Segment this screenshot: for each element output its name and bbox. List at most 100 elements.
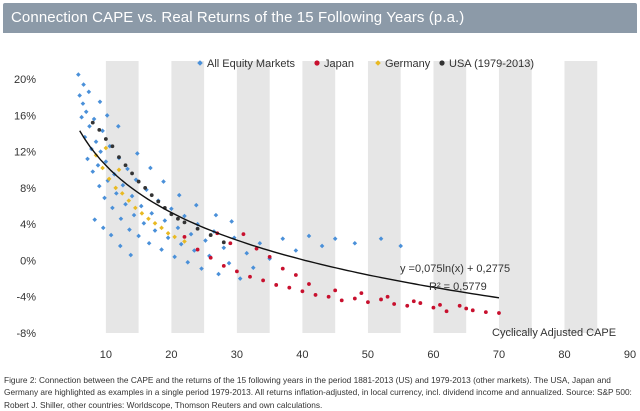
all-equity-markets-point — [231, 235, 237, 241]
legend-label: USA (1979-2013) — [449, 58, 534, 70]
all-equity-markets-point — [97, 183, 102, 189]
japan-point — [464, 306, 469, 311]
y-tick-label: -8% — [16, 328, 36, 340]
japan-point — [241, 232, 246, 237]
japan-point — [392, 302, 397, 306]
x-tick-label: 60 — [427, 349, 439, 361]
japan-point — [483, 310, 488, 315]
all-equity-markets-point — [136, 233, 141, 239]
x-tick-label: 80 — [558, 349, 570, 361]
title-bar: Connection CAPE vs. Real Returns of the … — [3, 3, 637, 33]
japan-point — [208, 255, 213, 260]
all-equity-markets-point — [193, 202, 199, 208]
germany-point — [126, 198, 132, 203]
all-equity-markets-point — [128, 252, 134, 258]
all-equity-markets-point — [90, 169, 96, 174]
all-equity-markets-point — [87, 123, 92, 129]
all-equity-markets-point — [185, 259, 191, 265]
all-equity-markets-point — [98, 149, 103, 154]
all-equity-markets-point — [161, 179, 166, 184]
usa-1979-2013-point — [117, 155, 121, 160]
all-equity-markets-point — [176, 192, 182, 198]
usa-1979-2013-point — [149, 193, 154, 198]
germany-point — [116, 167, 122, 173]
all-equity-markets-point — [129, 193, 135, 199]
japan-point — [326, 294, 331, 299]
all-equity-markets-point — [79, 114, 84, 120]
all-equity-markets-point — [110, 205, 115, 211]
japan-point — [457, 303, 462, 308]
germany-point — [119, 191, 125, 196]
all-equity-markets-point — [92, 217, 98, 222]
legend-marker — [197, 60, 203, 66]
all-equity-markets-point — [117, 243, 123, 249]
japan-point — [313, 293, 318, 297]
all-equity-markets-point — [192, 248, 197, 253]
japan-point — [497, 311, 501, 315]
y-tick-label: 16% — [14, 110, 36, 122]
y-tick-label: 12% — [14, 147, 36, 159]
all-equity-markets-point — [216, 271, 221, 277]
legend-marker — [439, 60, 445, 66]
all-equity-markets-point — [83, 109, 89, 115]
legend-label: Japan — [324, 58, 354, 70]
japan-point — [359, 291, 364, 296]
all-equity-markets-point — [378, 236, 384, 242]
background-band — [367, 61, 401, 333]
y-tick-label: 8% — [20, 183, 36, 195]
all-equity-markets-point — [159, 247, 164, 252]
all-equity-markets-point — [138, 203, 144, 209]
all-equity-markets-point — [229, 219, 234, 224]
germany-point — [182, 239, 187, 244]
legend-marker — [375, 60, 381, 66]
usa-1979-2013-point — [136, 179, 141, 184]
japan-point — [195, 247, 200, 252]
japan-point — [366, 300, 370, 305]
all-equity-markets-point — [114, 191, 119, 196]
all-equity-markets-point — [76, 72, 81, 77]
all-equity-markets-point — [146, 240, 152, 246]
japan-point — [221, 264, 226, 268]
y-axis: -8% -4% 0% 4% 8% 12% 16% 20% — [14, 74, 36, 340]
all-equity-markets-point — [120, 182, 126, 188]
japan-point — [280, 266, 285, 271]
x-tick-label: 90 — [624, 349, 636, 361]
usa-1979-2013-point — [182, 220, 187, 225]
japan-point — [267, 254, 272, 259]
all-equity-markets-point — [250, 265, 256, 271]
all-equity-markets-point — [293, 248, 299, 253]
all-equity-markets-point — [175, 225, 181, 231]
all-equity-markets-point — [165, 235, 171, 241]
germany-point — [106, 176, 112, 182]
germany-point — [165, 230, 171, 236]
all-equity-markets-point — [118, 216, 124, 222]
japan-point — [352, 296, 357, 301]
all-equity-markets-point — [100, 128, 105, 134]
germany-point — [139, 211, 145, 216]
all-equity-markets-point — [85, 156, 90, 162]
x-axis: 10 20 30 40 50 60 70 80 90 — [100, 349, 636, 361]
background-band — [105, 61, 139, 333]
background-bands — [105, 61, 598, 333]
trendline — [79, 130, 500, 299]
all-equity-markets-point — [149, 211, 155, 216]
japan-point — [431, 305, 436, 310]
all-equity-markets-point — [213, 212, 219, 218]
x-tick-label: 20 — [165, 349, 177, 361]
all-equity-markets-point — [100, 225, 106, 231]
all-equity-markets-point — [127, 227, 132, 232]
all-equity-markets-point — [332, 236, 338, 242]
japan-point — [339, 298, 344, 303]
japan-point — [470, 308, 475, 313]
all-equity-markets-point — [226, 260, 232, 266]
japan-point — [411, 299, 416, 304]
usa-1979-2013-point — [97, 128, 102, 132]
background-band — [498, 61, 532, 333]
all-equity-markets-point — [319, 243, 325, 249]
figure-caption: Figure 2: Connection between the CAPE an… — [4, 375, 632, 410]
all-equity-markets-point — [199, 266, 204, 271]
all-equity-markets-point — [125, 166, 130, 172]
all-equity-markets-point — [141, 220, 147, 226]
all-equity-markets-point — [131, 212, 137, 218]
